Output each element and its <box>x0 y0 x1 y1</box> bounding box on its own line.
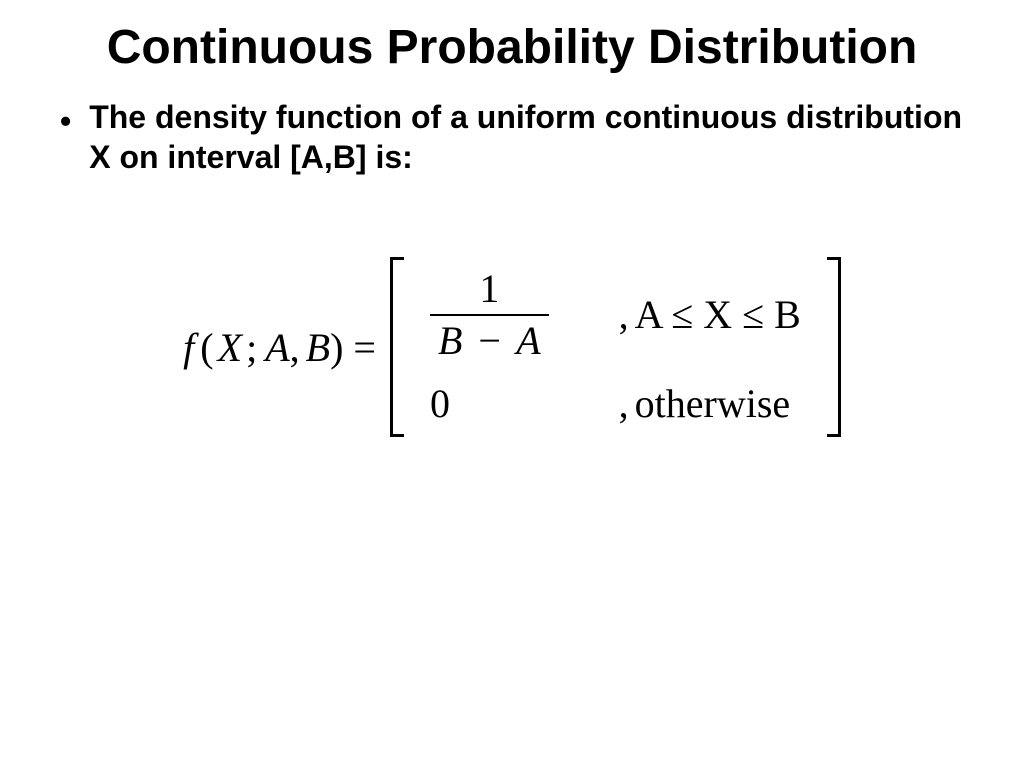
slide-body: • The density function of a uniform cont… <box>60 97 964 177</box>
den-B: B <box>438 318 462 363</box>
slide-title: Continuous Probability Distribution <box>60 20 964 75</box>
slide: Continuous Probability Distribution • Th… <box>0 0 1024 768</box>
lhs-comma: , <box>290 324 300 371</box>
lhs-f: f <box>183 324 194 371</box>
case2-comma: , <box>619 381 635 426</box>
equation-cases: 1 B − A ,A ≤ X ≤ B 0 ,otherwise <box>418 260 813 435</box>
lhs-equals: = <box>353 324 376 371</box>
right-bracket-icon <box>827 257 841 437</box>
case1-comma: , <box>619 292 635 337</box>
lhs-close-paren: ) <box>330 324 343 371</box>
case2-condition-text: otherwise <box>635 381 791 426</box>
bullet-item: • The density function of a uniform cont… <box>60 97 964 177</box>
bullet-marker-icon: • <box>60 105 71 137</box>
fraction-bar-icon <box>430 314 549 316</box>
bullet-text: The density function of a uniform contin… <box>89 97 964 177</box>
equation-lhs: f ( X ; A , B ) = <box>183 324 376 371</box>
case2-value: 0 <box>430 380 549 427</box>
left-bracket-icon <box>390 257 404 437</box>
lhs-B: B <box>306 324 330 371</box>
lhs-semicolon: ; <box>246 324 257 371</box>
case1-condition: ,A ≤ X ≤ B <box>619 291 801 338</box>
equation-container: f ( X ; A , B ) = <box>60 257 964 437</box>
lhs-X: X <box>218 324 242 371</box>
equation: f ( X ; A , B ) = <box>183 257 841 437</box>
lhs-A: A <box>265 324 289 371</box>
fraction-numerator: 1 <box>471 268 507 310</box>
lhs-open-paren: ( <box>200 324 213 371</box>
den-minus: − <box>472 318 507 363</box>
fraction-denominator: B − A <box>430 320 549 362</box>
den-A: A <box>516 318 540 363</box>
case1-condition-text: A ≤ X ≤ B <box>635 292 801 337</box>
case2-condition: ,otherwise <box>619 380 801 427</box>
fraction: 1 B − A <box>430 268 549 362</box>
case1-value: 1 B − A <box>430 268 549 362</box>
